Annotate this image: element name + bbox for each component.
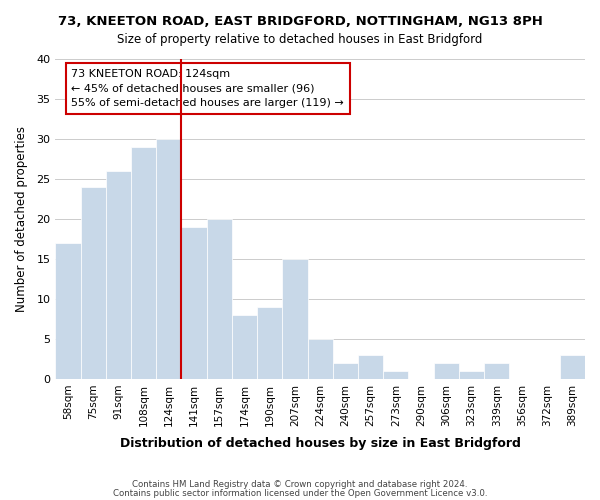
Bar (560, 355, 585, 379)
Bar (206, 219, 232, 379)
Bar (80, 187, 106, 379)
Text: 73 KNEETON ROAD: 124sqm
← 45% of detached houses are smaller (96)
55% of semi-de: 73 KNEETON ROAD: 124sqm ← 45% of detache… (71, 68, 344, 108)
Bar (156, 139, 181, 379)
Text: Contains HM Land Registry data © Crown copyright and database right 2024.: Contains HM Land Registry data © Crown c… (132, 480, 468, 489)
Text: 73, KNEETON ROAD, EAST BRIDGFORD, NOTTINGHAM, NG13 8PH: 73, KNEETON ROAD, EAST BRIDGFORD, NOTTIN… (58, 15, 542, 28)
Bar (459, 371, 484, 379)
Text: Size of property relative to detached houses in East Bridgford: Size of property relative to detached ho… (118, 32, 482, 46)
Bar (308, 339, 333, 379)
Bar (333, 363, 358, 379)
Bar (181, 227, 206, 379)
Bar (283, 259, 308, 379)
Bar (131, 147, 156, 379)
Text: Contains public sector information licensed under the Open Government Licence v3: Contains public sector information licen… (113, 490, 487, 498)
Bar (434, 363, 459, 379)
Bar (383, 371, 409, 379)
Bar (232, 315, 257, 379)
Y-axis label: Number of detached properties: Number of detached properties (15, 126, 28, 312)
Bar (257, 307, 283, 379)
X-axis label: Distribution of detached houses by size in East Bridgford: Distribution of detached houses by size … (120, 437, 521, 450)
Bar (358, 355, 383, 379)
Bar (484, 363, 509, 379)
Bar (55, 243, 80, 379)
Bar (106, 171, 131, 379)
